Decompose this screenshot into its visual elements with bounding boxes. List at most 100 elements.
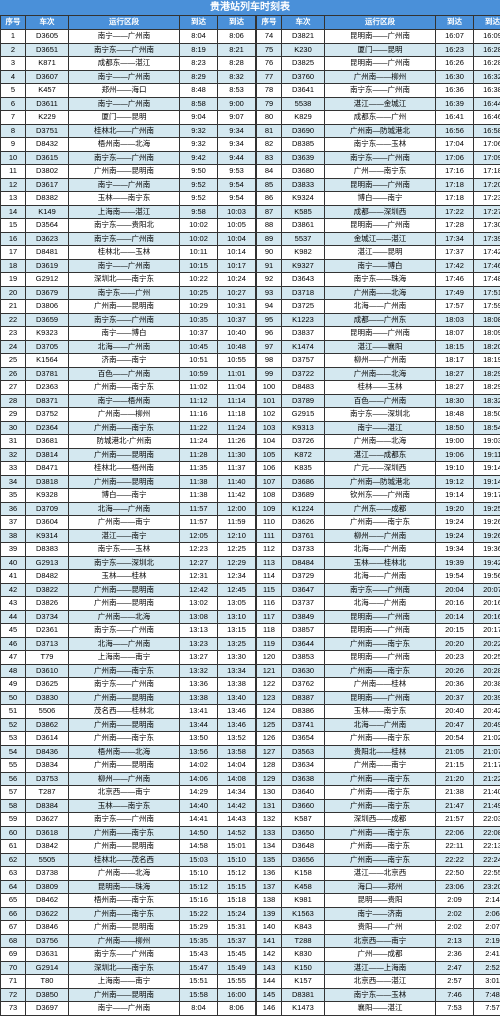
route-cell: 南宁东——广州南 (325, 151, 436, 165)
seq-cell: 45 (1, 624, 26, 638)
route-cell: 广州南——北海 (69, 867, 180, 881)
route-cell: 广州南——南宁东 (325, 826, 436, 840)
time-cell: 11:04 (218, 381, 256, 395)
table-row: 18D3619南宁——广州南10:1510:17 (1, 259, 256, 273)
table-row: 118D3857昆明南——广州南20:1520:17 (257, 624, 500, 638)
time-cell: 16:28 (474, 43, 500, 57)
table-row: 14K149上海南——湛江9:5810:03 (1, 205, 256, 219)
table-row: 140K843贵阳——广州2:022:07 (257, 921, 500, 935)
seq-cell: 124 (257, 705, 282, 719)
time-cell: 20:39 (474, 691, 500, 705)
time-cell: 19:00 (436, 435, 474, 449)
route-cell: 北海——广州南 (69, 637, 180, 651)
train-cell: D3862 (26, 718, 69, 732)
time-cell: 13:02 (180, 597, 218, 611)
time-cell: 7:53 (436, 1002, 474, 1016)
time-cell: 14:40 (180, 799, 218, 813)
time-cell: 17:42 (474, 246, 500, 260)
time-cell: 20:20 (436, 637, 474, 651)
table-row: 515506茂名西——桂林北13:4113:46 (1, 705, 256, 719)
seq-cell: 138 (257, 894, 282, 908)
table-row: 95K1223成都——广州东18:0318:08 (257, 313, 500, 327)
time-cell: 11:30 (218, 448, 256, 462)
seq-cell: 86 (257, 192, 282, 206)
time-cell: 17:22 (436, 205, 474, 219)
train-cell: D3630 (282, 664, 325, 678)
route-cell: 广州南——南宁东 (69, 907, 180, 921)
time-cell: 8:53 (218, 84, 256, 98)
table-row: 13D8382玉林——南宁东9:529:54 (1, 192, 256, 206)
seq-cell: 113 (257, 556, 282, 570)
time-cell: 8:04 (180, 30, 218, 44)
table-row: 54D8436梧州南——北海13:5613:58 (1, 745, 256, 759)
time-cell: 13:58 (218, 745, 256, 759)
seq-cell: 82 (257, 138, 282, 152)
train-cell: D3617 (26, 178, 69, 192)
table-row: 142K830广州——成都2:362:41 (257, 948, 500, 962)
table-row: 87K585成都——深圳西17:2217:27 (257, 205, 500, 219)
route-cell: 南宁——济南 (325, 907, 436, 921)
time-cell: 20:22 (474, 637, 500, 651)
time-cell: 17:42 (436, 259, 474, 273)
table-row: 117D3849昆明南——广州南20:1420:16 (257, 610, 500, 624)
time-cell: 13:36 (180, 678, 218, 692)
time-cell: 10:29 (180, 300, 218, 314)
train-cell: K150 (282, 961, 325, 975)
table-row: 128D3634广州南——南宁21:1521:17 (257, 759, 500, 773)
time-cell: 15:10 (218, 853, 256, 867)
seq-cell: 5 (1, 84, 26, 98)
seq-cell: 8 (1, 124, 26, 138)
time-cell: 19:26 (474, 516, 500, 530)
table-row: 59D3627南宁东——广州南14:4114:43 (1, 813, 256, 827)
time-cell: 13:44 (180, 718, 218, 732)
route-cell: 南宁东——广州南 (69, 151, 180, 165)
time-cell: 12:34 (218, 570, 256, 584)
train-cell: D3833 (282, 178, 325, 192)
table-row: 34D3818广州南——昆明南11:3811:40 (1, 475, 256, 489)
train-cell: D8386 (282, 705, 325, 719)
col-header: 序号 (257, 16, 282, 30)
train-cell: K1563 (282, 907, 325, 921)
train-cell: D3725 (282, 300, 325, 314)
table-row: 71T80上海南——南宁15:5115:55 (1, 975, 256, 989)
train-cell: K829 (282, 111, 325, 125)
train-cell: 5538 (282, 97, 325, 111)
route-cell: 襄阳——湛江 (325, 1002, 436, 1016)
train-cell: D3737 (282, 597, 325, 611)
train-cell: K585 (282, 205, 325, 219)
seq-cell: 141 (257, 934, 282, 948)
time-cell: 19:14 (474, 475, 500, 489)
time-cell: 20:38 (474, 678, 500, 692)
seq-cell: 58 (1, 799, 26, 813)
time-cell: 11:40 (218, 475, 256, 489)
route-cell: 北海——广州南 (69, 502, 180, 516)
train-cell: D3741 (282, 718, 325, 732)
route-cell: 广州南——柳州 (69, 408, 180, 422)
time-cell: 10:05 (218, 219, 256, 233)
time-cell: 13:50 (180, 732, 218, 746)
time-cell: 10:15 (180, 259, 218, 273)
route-cell: 广州南——北海 (325, 286, 436, 300)
train-cell: D3689 (282, 489, 325, 503)
route-cell: 湛江——南宁 (69, 529, 180, 543)
table-row: 138K981昆明——贵阳2:092:14 (257, 894, 500, 908)
time-cell: 17:39 (474, 232, 500, 246)
train-cell: D3781 (26, 367, 69, 381)
route-cell: 广州南——北海 (69, 610, 180, 624)
train-cell: K871 (26, 57, 69, 71)
time-cell: 8:23 (180, 57, 218, 71)
time-cell: 16:39 (436, 97, 474, 111)
time-cell: 19:03 (474, 435, 500, 449)
route-cell: 湛江——成都东 (325, 448, 436, 462)
time-cell: 15:10 (180, 867, 218, 881)
table-row: 35K9328博白——南宁11:3811:42 (1, 489, 256, 503)
seq-cell: 2 (1, 43, 26, 57)
seq-cell: 56 (1, 772, 26, 786)
route-cell: 桂林北——广州南 (69, 124, 180, 138)
time-cell: 13:05 (218, 597, 256, 611)
seq-cell: 115 (257, 583, 282, 597)
table-row: 119D3644广州南——南宁东20:2020:22 (257, 637, 500, 651)
seq-cell: 145 (257, 988, 282, 1002)
route-cell: 南宁——博白 (69, 327, 180, 341)
seq-cell: 122 (257, 678, 282, 692)
